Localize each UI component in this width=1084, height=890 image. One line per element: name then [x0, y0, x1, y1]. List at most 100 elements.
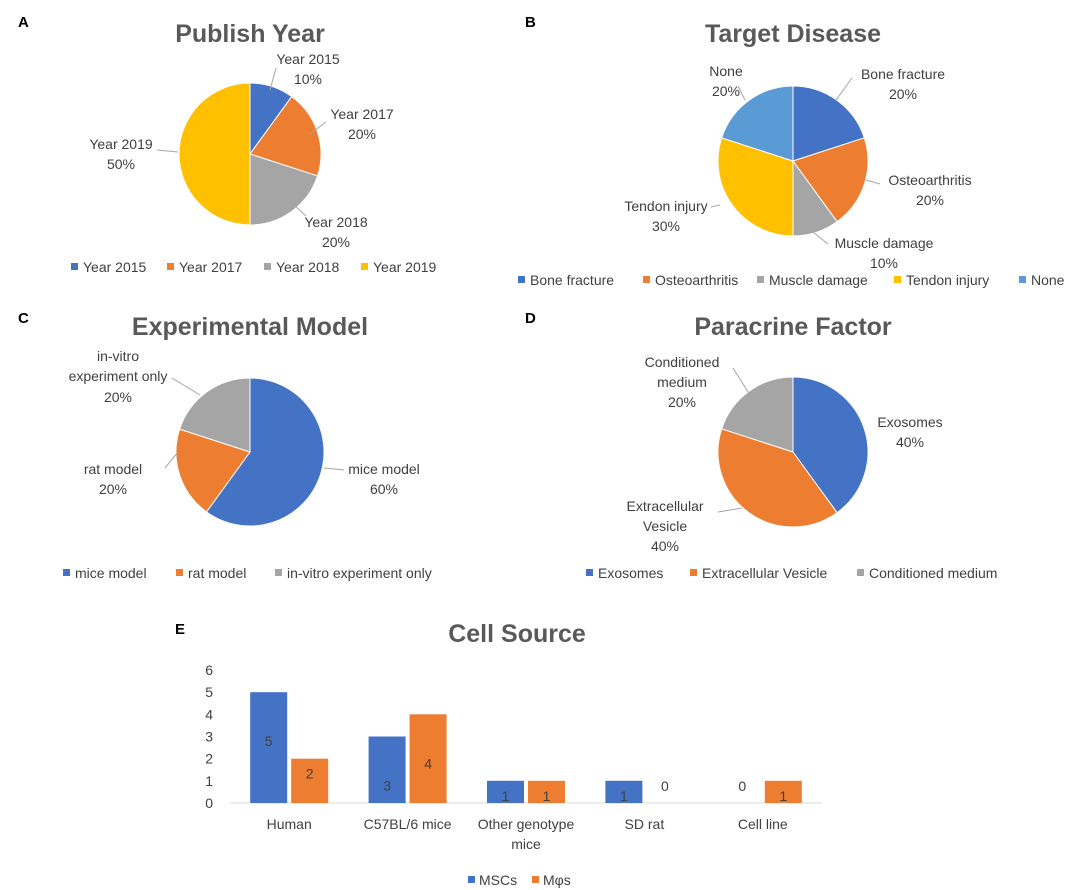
slice-label-name: Vesicle — [643, 518, 688, 534]
pie-slice-extracellular-vesicle — [717, 428, 838, 528]
legend-e: MSCs Mφs — [468, 872, 571, 888]
legend-a: Year 2015 Year 2017 Year 2018 Year 2019 — [71, 259, 437, 275]
legend-entry: Exosomes — [598, 565, 663, 581]
slice-label-name: in-vitro — [97, 348, 139, 364]
slice-label-name: Tendon injury — [624, 198, 707, 214]
panel-letter-c: C — [18, 310, 29, 327]
data-label: 0 — [738, 778, 746, 794]
y-tick-label: 4 — [205, 706, 213, 722]
x-tick-label: Human — [267, 816, 312, 832]
legend-swatch — [176, 569, 183, 576]
panel-c-experimental-model: C Experimental Model mice model 60% rat … — [18, 310, 432, 581]
legend-entry: Year 2019 — [373, 259, 437, 275]
legend-swatch — [894, 276, 901, 283]
x-tick-label: Other genotype — [478, 816, 575, 832]
legend-swatch — [518, 276, 525, 283]
slice-label-name: Conditioned — [645, 354, 720, 370]
panel-letter-e: E — [175, 621, 185, 638]
legend-swatch — [1019, 276, 1026, 283]
legend-swatch — [275, 569, 282, 576]
slice-label-pct: 40% — [651, 538, 679, 554]
legend-entry: Conditioned medium — [869, 565, 997, 581]
panel-e-cell-source: E Cell Source 0 1 2 3 4 5 6 5 2 Human 3 4 C57BL/6 mi… — [175, 620, 822, 888]
x-tick-label: SD rat — [625, 816, 665, 832]
slice-label-name: Year 2015 — [276, 51, 340, 67]
slice-label-pct: 50% — [107, 156, 135, 172]
data-label: 4 — [424, 755, 432, 771]
slice-label-pct: 20% — [104, 389, 132, 405]
y-tick-label: 2 — [205, 751, 213, 767]
legend-swatch — [643, 276, 650, 283]
slice-label-name: Muscle damage — [835, 235, 934, 251]
slice-label-pct: 30% — [652, 218, 680, 234]
panel-letter-a: A — [18, 14, 29, 31]
slice-label-name: Year 2017 — [330, 106, 394, 122]
legend-entry: in-vitro experiment only — [287, 565, 432, 581]
legend-b: Bone fracture Osteoarthritis Muscle dama… — [518, 272, 1065, 288]
data-label: 1 — [543, 788, 551, 804]
data-label: 1 — [620, 788, 628, 804]
pie-slice-year-2019 — [178, 82, 251, 226]
slice-label-pct: 10% — [294, 71, 322, 87]
legend-swatch — [71, 263, 78, 270]
legend-swatch — [264, 263, 271, 270]
slice-label-name: experiment only — [69, 368, 168, 384]
slice-label-pct: 20% — [889, 86, 917, 102]
data-label: 3 — [383, 778, 391, 794]
legend-swatch — [468, 876, 475, 883]
legend-swatch — [857, 569, 864, 576]
chart-title-target-disease: Target Disease — [705, 20, 881, 48]
slice-label-name: Extracellular — [626, 498, 703, 514]
chart-title-experimental-model: Experimental Model — [132, 313, 368, 341]
legend-c: mice model rat model in-vitro experiment… — [63, 565, 432, 581]
slice-label-name: Exosomes — [877, 414, 942, 430]
pie-slice-rat-model — [175, 428, 251, 513]
panel-letter-d: D — [525, 310, 536, 327]
pie-slice-mice-model — [205, 377, 325, 527]
bar-mscs-c57bl-6-mice — [368, 736, 406, 803]
panel-d-paracrine-factor: D Paracrine Factor Exosomes 40% Extracel… — [525, 310, 997, 581]
legend-swatch — [361, 263, 368, 270]
slice-label-pct: 20% — [712, 83, 740, 99]
legend-swatch — [63, 569, 70, 576]
slice-label-pct: 20% — [99, 481, 127, 497]
pie-slice-tendon-injury — [717, 137, 794, 237]
data-label: 2 — [306, 766, 314, 782]
y-tick-label: 5 — [205, 684, 213, 700]
slice-label-name: Osteoarthritis — [888, 172, 971, 188]
pie-slice-year-2017 — [249, 95, 322, 177]
bar-mscs-other-genotype-mice — [487, 780, 524, 803]
pie-slice-conditioned-medium — [721, 376, 794, 453]
legend-entry: Mφs — [543, 872, 571, 888]
data-label: 0 — [661, 778, 669, 794]
data-label: 1 — [502, 788, 510, 804]
slice-label-name: None — [709, 63, 743, 79]
slice-label-name: medium — [657, 374, 707, 390]
panel-letter-b: B — [525, 14, 536, 31]
slice-label-pct: 60% — [370, 481, 398, 497]
bar-mphis-human — [291, 758, 329, 803]
pie-slice-osteoarthritis — [792, 137, 869, 223]
pie-slice-bone-fracture — [792, 85, 865, 162]
legend-entry: Year 2018 — [276, 259, 340, 275]
panel-a-publish-year: A Publish Year Year 2015 10% Year 2017 2… — [18, 14, 437, 275]
legend-entry: Tendon injury — [906, 272, 989, 288]
legend-d: Exosomes Extracellular Vesicle Condition… — [586, 565, 997, 581]
slice-label-pct: 40% — [896, 434, 924, 450]
chart-title-cell-source: Cell Source — [448, 620, 586, 648]
slice-label-name: rat model — [84, 461, 142, 477]
legend-entry: Extracellular Vesicle — [702, 565, 827, 581]
legend-swatch — [586, 569, 593, 576]
x-tick-label: C57BL/6 mice — [364, 816, 452, 832]
pie-slice-exosomes — [792, 376, 869, 514]
slice-label-name: mice model — [348, 461, 420, 477]
legend-entry: mice model — [75, 565, 147, 581]
data-label: 5 — [265, 733, 273, 749]
chart-title-publish-year: Publish Year — [175, 20, 325, 48]
legend-entry: Muscle damage — [769, 272, 868, 288]
bar-mphis-c57bl-6-mice — [409, 714, 447, 803]
y-tick-label: 3 — [205, 729, 213, 745]
legend-swatch — [532, 876, 539, 883]
y-tick-label: 6 — [205, 662, 213, 678]
